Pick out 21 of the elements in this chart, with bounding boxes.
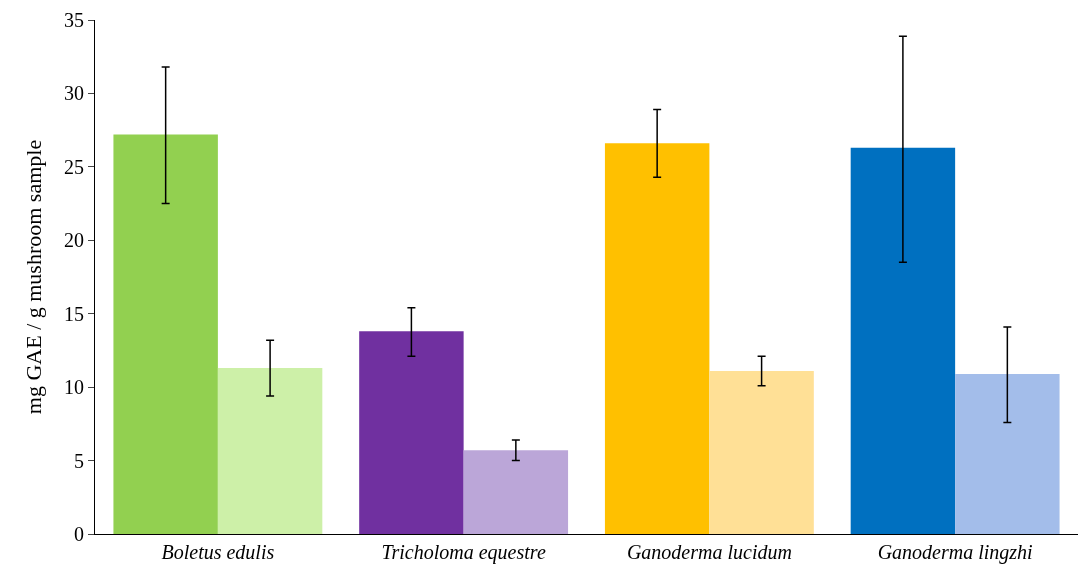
y-tick-label: 5 <box>74 449 84 472</box>
y-tick-label: 15 <box>64 302 84 325</box>
bar <box>709 370 814 534</box>
y-axis-title: mg GAE / g mushroom sample <box>21 139 46 415</box>
bar <box>113 134 218 534</box>
bar <box>850 147 956 534</box>
x-tick-label: Boletus edulis <box>161 541 275 563</box>
y-tick-label: 0 <box>74 523 84 545</box>
bar <box>463 450 569 534</box>
bar <box>604 143 710 534</box>
y-tick-label: 35 <box>64 9 84 31</box>
x-tick-label: Ganoderma lucidum <box>626 541 792 563</box>
y-tick-label: 20 <box>64 229 84 252</box>
x-tick-label: Tricholoma equestre <box>381 541 546 564</box>
bar <box>217 368 323 534</box>
y-tick-label: 10 <box>64 376 84 399</box>
y-tick-label: 25 <box>64 155 84 178</box>
bar <box>359 331 464 534</box>
x-tick-label: Ganoderma lingzhi <box>877 541 1033 564</box>
bar <box>955 373 1060 534</box>
y-tick-label: 30 <box>64 82 84 105</box>
